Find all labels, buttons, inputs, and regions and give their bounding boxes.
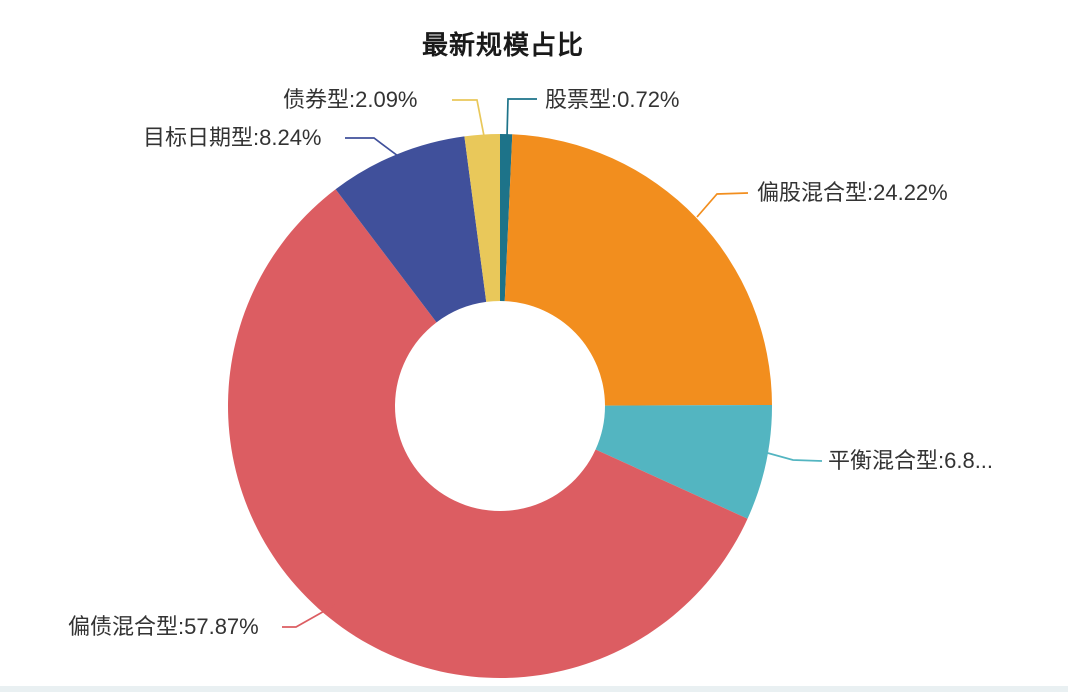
- leader-line-4: [345, 137, 399, 157]
- leader-line-2: [763, 451, 823, 462]
- pie-slice-0[interactable]: [500, 134, 513, 302]
- slice-label-stock-type: 股票型:0.72%: [545, 87, 680, 112]
- pie-slice-5[interactable]: [464, 134, 500, 302]
- chart-title: 最新规模占比: [421, 30, 585, 60]
- slice-label-target-date-type: 目标日期型:8.24%: [143, 125, 322, 150]
- pie-slice-3[interactable]: [228, 189, 748, 678]
- label-leader-lines: [282, 98, 823, 628]
- slice-label-bond-type: 债券型:2.09%: [283, 87, 418, 112]
- leader-line-3: [282, 604, 336, 628]
- leader-line-1: [696, 192, 749, 218]
- slice-label-bond-biased-hybrid: 偏债混合型:57.87%: [68, 614, 259, 639]
- donut-slices: [228, 134, 772, 678]
- bottom-edge-strip: [0, 686, 1068, 692]
- pie-slice-2[interactable]: [595, 404, 772, 519]
- pie-slice-1[interactable]: [504, 134, 772, 406]
- slice-label-equity-biased-hybrid: 偏股混合型:24.22%: [757, 180, 948, 205]
- slice-label-balanced-hybrid: 平衡混合型:6.8...: [828, 448, 994, 473]
- pie-slice-4[interactable]: [335, 136, 487, 323]
- leader-line-5: [452, 99, 485, 137]
- leader-line-0: [506, 98, 537, 138]
